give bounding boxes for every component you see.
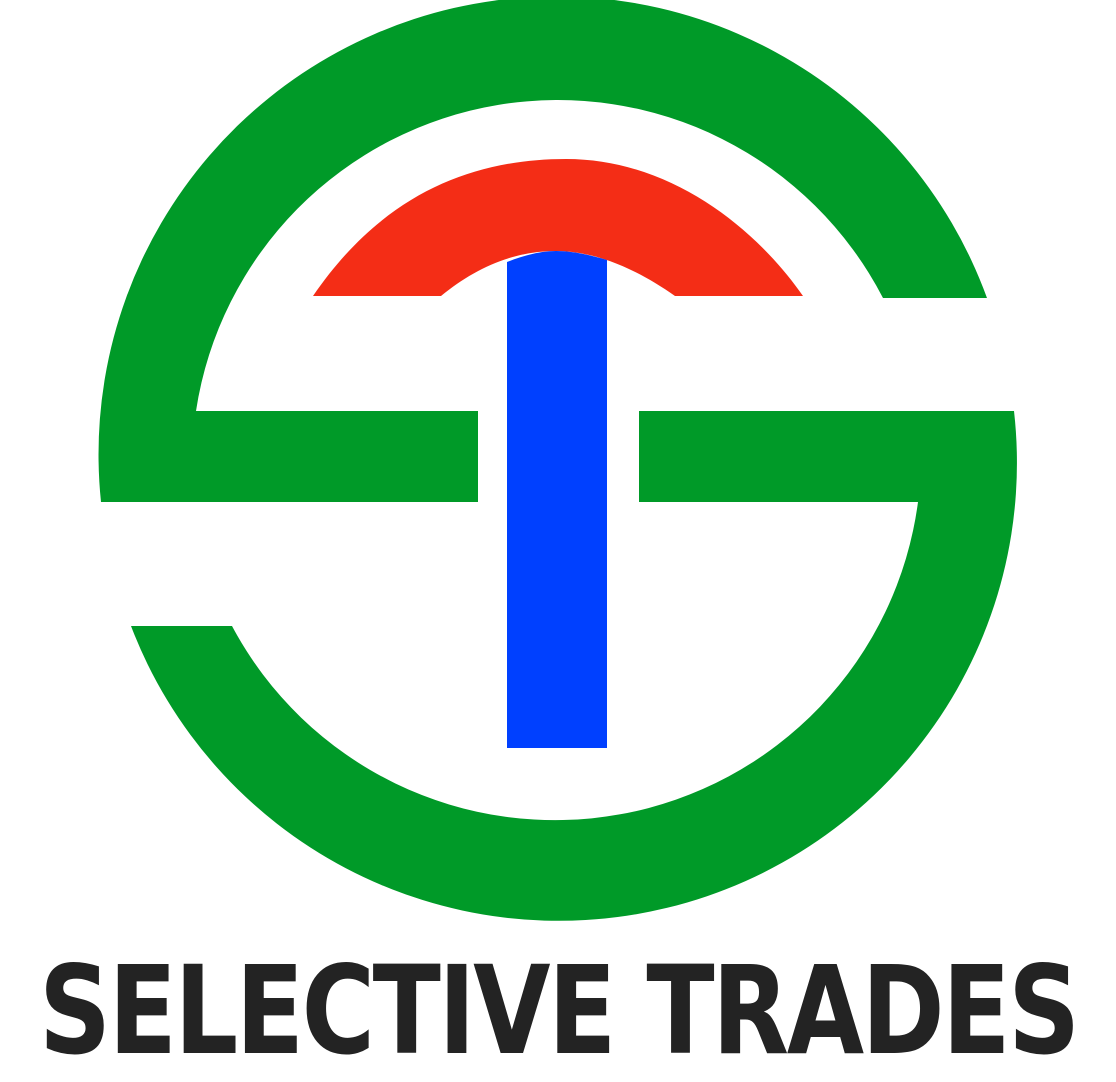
blue-stem-shape <box>507 251 607 748</box>
wordmark: SELECTIVE TRADES <box>0 940 1116 1081</box>
ring-shape <box>98 0 1017 921</box>
red-arch-shape <box>313 159 803 296</box>
ring-upper-arc <box>98 0 987 502</box>
brand-name: SELECTIVE TRADES <box>38 939 1080 1082</box>
st-monogram-logo-icon <box>98 0 1017 921</box>
ring-lower-arc <box>131 411 1017 921</box>
